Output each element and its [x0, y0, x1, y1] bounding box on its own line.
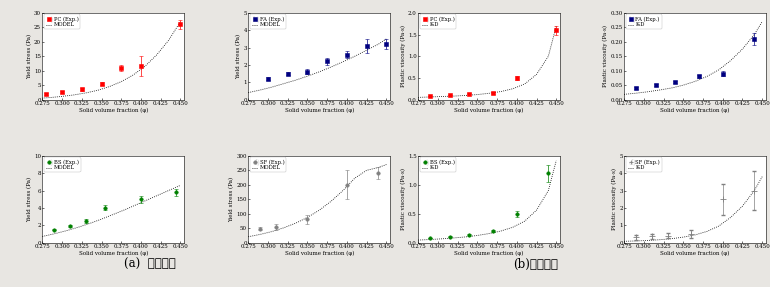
Text: c): c): [423, 158, 430, 166]
Y-axis label: Plastic viscosity (Pa·s): Plastic viscosity (Pa·s): [612, 168, 617, 230]
Legend: FA (Exp.), K-D: FA (Exp.), K-D: [626, 15, 661, 29]
Y-axis label: Plastic viscosity (Pa·s): Plastic viscosity (Pa·s): [400, 25, 406, 87]
Y-axis label: Yield stress (Pa): Yield stress (Pa): [236, 34, 241, 79]
Text: b): b): [253, 15, 260, 24]
X-axis label: Solid volume fraction (φ): Solid volume fraction (φ): [79, 108, 148, 113]
Legend: PC (Exp.), MODEL: PC (Exp.), MODEL: [44, 15, 80, 29]
Y-axis label: Yield stress (Pa): Yield stress (Pa): [27, 177, 32, 222]
X-axis label: Solid volume fraction (φ): Solid volume fraction (φ): [661, 251, 730, 256]
Legend: SF (Exp.), K-D: SF (Exp.), K-D: [626, 158, 662, 172]
X-axis label: Solid volume fraction (φ): Solid volume fraction (φ): [285, 108, 354, 113]
Text: a): a): [423, 15, 430, 24]
Text: c): c): [47, 158, 54, 166]
Legend: SF (Exp.), MODEL: SF (Exp.), MODEL: [250, 158, 286, 172]
X-axis label: Solid volume fraction (φ): Solid volume fraction (φ): [454, 108, 524, 113]
Text: (b)소성점도: (b)소성점도: [513, 258, 557, 271]
Text: b): b): [628, 15, 636, 24]
Y-axis label: Yield stress (Pa): Yield stress (Pa): [229, 177, 234, 222]
Y-axis label: Yield stress (Pa): Yield stress (Pa): [27, 34, 32, 79]
X-axis label: Solid volume fraction (φ): Solid volume fraction (φ): [79, 251, 148, 256]
Y-axis label: Plastic viscosity (Pa·s): Plastic viscosity (Pa·s): [400, 168, 406, 230]
Y-axis label: Plastic viscosity (Pa·s): Plastic viscosity (Pa·s): [603, 25, 608, 87]
Legend: BS (Exp.), MODEL: BS (Exp.), MODEL: [44, 158, 81, 172]
Text: (a)  항복응력: (a) 항복응력: [124, 258, 176, 271]
X-axis label: Solid volume fraction (φ): Solid volume fraction (φ): [285, 251, 354, 256]
Legend: PC (Exp.), K-D: PC (Exp.), K-D: [420, 15, 457, 29]
Legend: BS (Exp.), K-D: BS (Exp.), K-D: [420, 158, 457, 172]
Text: d): d): [628, 158, 636, 166]
Text: a): a): [47, 15, 54, 24]
Legend: FA (Exp.), MODEL: FA (Exp.), MODEL: [250, 15, 286, 29]
X-axis label: Solid volume fraction (φ): Solid volume fraction (φ): [454, 251, 524, 256]
Text: d): d): [253, 158, 260, 166]
X-axis label: Solid volume fraction (φ): Solid volume fraction (φ): [661, 108, 730, 113]
